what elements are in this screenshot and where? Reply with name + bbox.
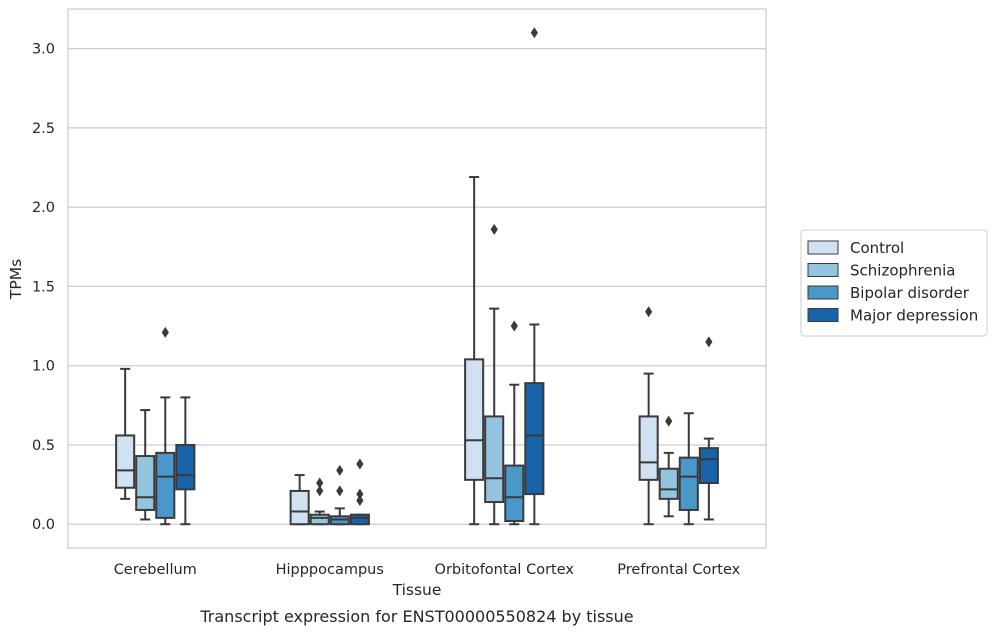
box-body [658, 467, 679, 500]
y-tick-label: 1.5 [32, 279, 55, 295]
outlier-marker [336, 485, 344, 497]
box-body [484, 415, 505, 504]
chart-caption: Transcript expression for ENST0000055082… [199, 607, 633, 626]
x-tick-label: Hipppocampus [276, 562, 384, 578]
outlier-marker [530, 27, 538, 39]
box-body [504, 464, 525, 523]
box-1-2 [329, 464, 350, 526]
box-body [464, 358, 485, 481]
y-tick-label: 2.0 [32, 200, 55, 216]
box-plots [115, 27, 719, 526]
box-2-1 [484, 223, 505, 526]
box-body [698, 447, 719, 485]
outlier-marker [645, 306, 653, 318]
y-tick-label: 1.0 [32, 359, 55, 375]
legend-swatch [807, 285, 839, 300]
box-body [349, 513, 370, 526]
outlier-marker [356, 458, 364, 470]
box-2-3 [524, 27, 545, 526]
outlier-marker [356, 488, 364, 500]
outlier-marker [510, 320, 518, 332]
box-3-3 [698, 336, 719, 521]
outlier-marker [336, 464, 344, 476]
legend-swatch [807, 240, 839, 255]
legend-entry: Control [850, 239, 904, 257]
box-3-0 [638, 306, 659, 526]
x-axis-ticks: Cerebellum Hipppocampus Orbitofontal Corte… [114, 562, 741, 578]
box-1-3 [349, 458, 370, 526]
box-body [289, 489, 310, 526]
legend-entry: Schizophrenia [850, 262, 955, 280]
box-body [678, 456, 699, 511]
y-tick-label: 3.0 [32, 42, 55, 58]
legend-swatch [807, 263, 839, 277]
y-axis-label: TPMs [7, 259, 25, 300]
box-body [155, 451, 176, 519]
outlier-marker [316, 485, 324, 497]
box-3-1 [658, 415, 679, 518]
legend-swatch [807, 308, 839, 322]
outlier-marker [356, 494, 364, 506]
plot-frame [67, 8, 767, 549]
x-axis-label: Tissue [392, 581, 442, 599]
x-tick-label: Prefrontal Cortex [617, 562, 740, 578]
box-0-1 [135, 409, 156, 521]
outlier-marker [665, 415, 673, 427]
y-tick-label: 0.0 [32, 517, 55, 533]
box-0-2 [155, 326, 176, 526]
outlier-marker [316, 477, 324, 489]
outlier-marker [161, 326, 169, 338]
box-body [309, 513, 330, 526]
y-tick-label: 2.5 [32, 121, 55, 137]
box-body [524, 382, 545, 496]
box-2-0 [464, 176, 485, 526]
box-3-2 [678, 412, 699, 526]
box-1-0 [289, 474, 310, 526]
legend: Control Schizophrenia Bipolar disorder Majo… [800, 229, 988, 337]
legend-entry: Major depression [850, 307, 978, 325]
box-body [135, 455, 156, 511]
y-tick-label: 0.5 [32, 438, 55, 454]
box-body [638, 415, 659, 481]
legend-entry: Bipolar disorder [850, 284, 970, 302]
x-tick-label: Cerebellum [114, 562, 197, 578]
x-tick-label: Orbitofontal Cortex [435, 562, 575, 578]
box-0-0 [115, 367, 136, 500]
box-2-2 [504, 320, 525, 526]
box-1-1 [309, 477, 330, 526]
box-0-3 [175, 396, 196, 526]
outlier-marker [705, 336, 713, 348]
outlier-marker [490, 223, 498, 235]
box-body [175, 443, 196, 491]
legend-frame [800, 229, 988, 337]
box-body [115, 434, 136, 489]
y-axis-ticks: 0.0 0.5 1.0 1.5 2.0 2.5 3.0 [32, 42, 55, 534]
